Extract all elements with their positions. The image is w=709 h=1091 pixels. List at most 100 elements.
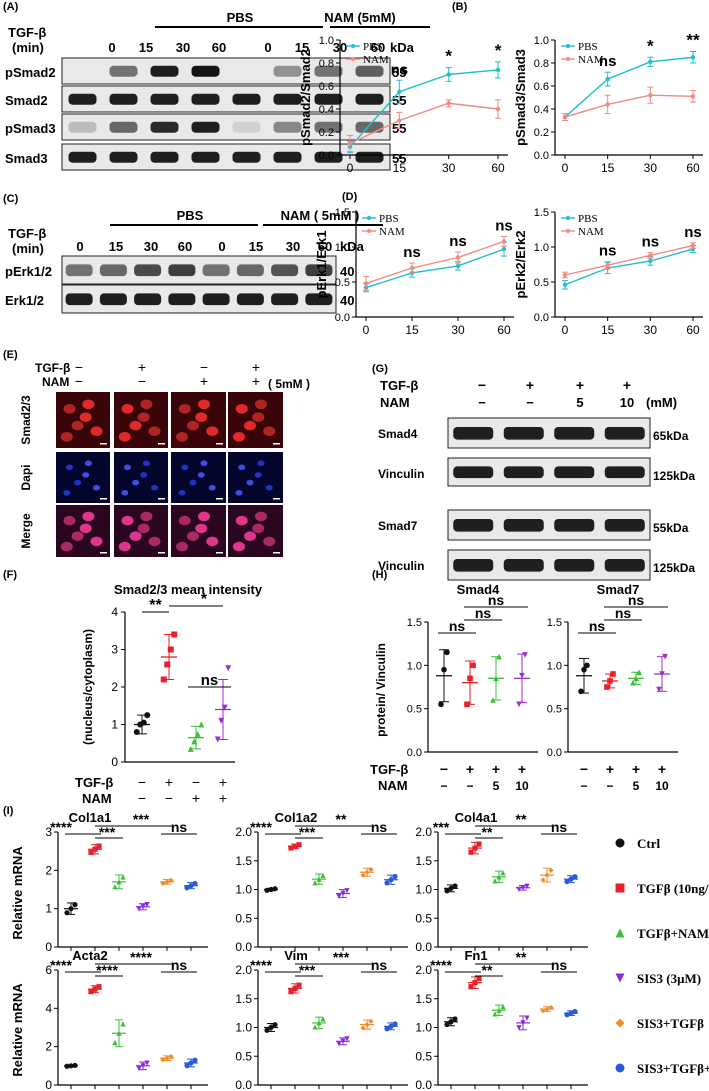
blot-c-0-band <box>134 264 162 277</box>
data-point <box>268 1024 274 1031</box>
data-point <box>112 884 118 890</box>
data-point <box>136 1065 142 1072</box>
cell-signal <box>140 472 148 478</box>
data-point <box>636 669 642 676</box>
data-point <box>144 902 150 908</box>
legend-label: PBS <box>578 41 598 53</box>
cell-signal <box>198 399 210 410</box>
data-point <box>562 114 568 120</box>
data-point <box>409 265 415 271</box>
blot-c-1-band <box>134 293 162 306</box>
cell-signal <box>148 536 161 547</box>
blot-g-0-band <box>503 427 544 440</box>
data-point <box>397 89 402 94</box>
data-point <box>615 973 625 983</box>
tgf-sign: + <box>138 359 146 375</box>
x-tick-label: 30 <box>644 161 658 175</box>
scale-bar <box>100 498 107 500</box>
tgf-sign: − <box>192 774 200 790</box>
cell-signal <box>142 460 150 467</box>
y-tick-label: 2 <box>45 863 52 877</box>
significance-mark: **** <box>430 957 452 973</box>
time-label: 0 <box>264 40 271 55</box>
data-point <box>140 904 146 910</box>
data-point <box>520 1020 526 1026</box>
panel-d-label: (D) <box>342 191 358 203</box>
data-point <box>272 1022 278 1028</box>
data-point <box>320 872 326 879</box>
y-tick-label: 1.5 <box>335 207 350 219</box>
blot-c-1-band <box>271 293 299 306</box>
data-point <box>171 631 178 638</box>
blot-c-1-band <box>65 293 93 306</box>
chart-title: Vim <box>284 948 308 963</box>
cell-signal <box>82 472 90 478</box>
blot-a-3-band <box>191 151 220 163</box>
data-point <box>662 653 668 660</box>
significance-mark: ns <box>551 957 568 973</box>
nam-sign: − <box>75 373 83 389</box>
group-pbs-label: PBS <box>177 208 204 223</box>
cell-signal <box>151 484 158 491</box>
cell-signal <box>137 412 150 423</box>
y-tick-label: 2 <box>45 1040 52 1054</box>
data-point <box>516 701 522 708</box>
blot-a-3-band <box>314 151 343 163</box>
cell-signal <box>129 531 142 541</box>
cell-signal <box>187 531 199 541</box>
y-tick-label: 0.5 <box>534 277 549 289</box>
nam-sign: − <box>138 790 146 806</box>
scale-bar <box>273 498 280 500</box>
series-line-pbs <box>365 248 505 289</box>
blot-a-2-band <box>68 121 97 133</box>
tgf-sign: + <box>632 761 640 777</box>
data-point <box>187 745 194 752</box>
significance-mark: ns <box>684 224 702 241</box>
data-point <box>112 1040 118 1046</box>
nam-dose: 10 <box>620 395 634 410</box>
y-axis-label: Relative mRNA <box>10 846 25 940</box>
group-nam-label: NAM (5mM) <box>324 10 396 25</box>
cell-signal <box>208 484 216 491</box>
data-point <box>160 676 167 683</box>
panel-c-label: (C) <box>3 193 19 205</box>
tgf-sign: − <box>478 377 486 393</box>
data-point <box>164 1055 170 1061</box>
cell-signal <box>206 426 219 437</box>
y-tick-label: 2.0 <box>415 963 432 977</box>
data-point <box>519 672 525 679</box>
cell-signal <box>60 541 73 552</box>
significance-mark: ns <box>628 592 645 608</box>
scale-bar <box>216 552 223 554</box>
scale-bar <box>158 498 165 500</box>
significance-mark: **** <box>250 957 272 973</box>
cell-signal <box>176 541 188 552</box>
time-label: 15 <box>139 40 153 55</box>
nam-row-label: NAM <box>378 778 408 793</box>
time-label: 30 <box>144 239 158 254</box>
blot-g-2-band <box>554 519 595 532</box>
data-point <box>500 870 506 876</box>
cell-signal <box>140 399 153 410</box>
cell-signal <box>181 464 189 471</box>
significance-mark: ns <box>589 618 606 634</box>
chart-title: Col1a2 <box>275 810 318 825</box>
y-tick-label: 1.5 <box>415 992 432 1006</box>
cell-signal <box>82 399 95 410</box>
data-point <box>633 675 639 682</box>
blot-a-3-band <box>273 151 302 163</box>
y-tick-label: 0 <box>45 940 52 954</box>
y-tick-label: 0.4 <box>534 104 549 116</box>
data-point <box>191 738 198 745</box>
significance-mark: * <box>201 591 208 608</box>
y-tick-label: 0.5 <box>415 1049 432 1063</box>
tgf-sign: + <box>576 377 584 393</box>
cell-signal <box>254 472 262 478</box>
blot-a-1-band <box>191 93 220 105</box>
blot-c-1-band <box>305 293 333 306</box>
legend-label: NAM <box>363 54 389 66</box>
cell-signal <box>63 404 76 414</box>
blot-a-1-band <box>109 93 138 105</box>
data-point <box>192 1057 198 1063</box>
data-point <box>448 1019 454 1025</box>
